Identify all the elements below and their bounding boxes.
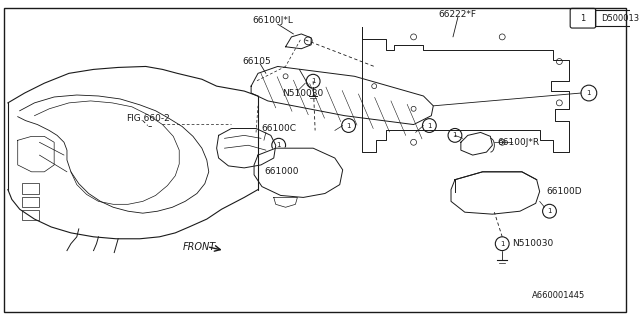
Text: 66105: 66105 xyxy=(243,57,271,66)
Text: 1: 1 xyxy=(452,132,457,138)
Text: 66100J*L: 66100J*L xyxy=(252,16,293,25)
Text: 1: 1 xyxy=(276,142,281,148)
Text: 66100C: 66100C xyxy=(261,124,296,133)
Polygon shape xyxy=(461,132,492,155)
Polygon shape xyxy=(451,172,540,214)
Text: FIG.660-2: FIG.660-2 xyxy=(126,114,170,123)
Text: 1: 1 xyxy=(500,241,504,247)
Bar xyxy=(595,10,640,26)
Text: 1: 1 xyxy=(587,90,591,96)
Text: 1: 1 xyxy=(547,208,552,214)
Bar xyxy=(22,183,40,195)
Text: 66100D: 66100D xyxy=(547,187,582,196)
Text: 66100J*R: 66100J*R xyxy=(497,138,540,147)
Text: N510030: N510030 xyxy=(282,89,323,98)
Text: 1: 1 xyxy=(311,78,316,84)
Text: N510030: N510030 xyxy=(512,239,554,248)
Text: 661000: 661000 xyxy=(264,167,298,176)
Text: 1: 1 xyxy=(346,123,351,129)
Polygon shape xyxy=(254,148,342,197)
Text: FRONT: FRONT xyxy=(183,242,216,252)
Text: 1: 1 xyxy=(427,123,431,129)
Polygon shape xyxy=(251,67,433,124)
Text: D500013: D500013 xyxy=(602,14,639,23)
Text: 66222*F: 66222*F xyxy=(438,10,476,19)
Bar xyxy=(22,210,40,220)
Text: A660001445: A660001445 xyxy=(532,292,585,300)
Bar xyxy=(22,197,40,207)
Text: 1: 1 xyxy=(580,14,586,23)
Polygon shape xyxy=(285,34,311,49)
Polygon shape xyxy=(217,129,276,168)
